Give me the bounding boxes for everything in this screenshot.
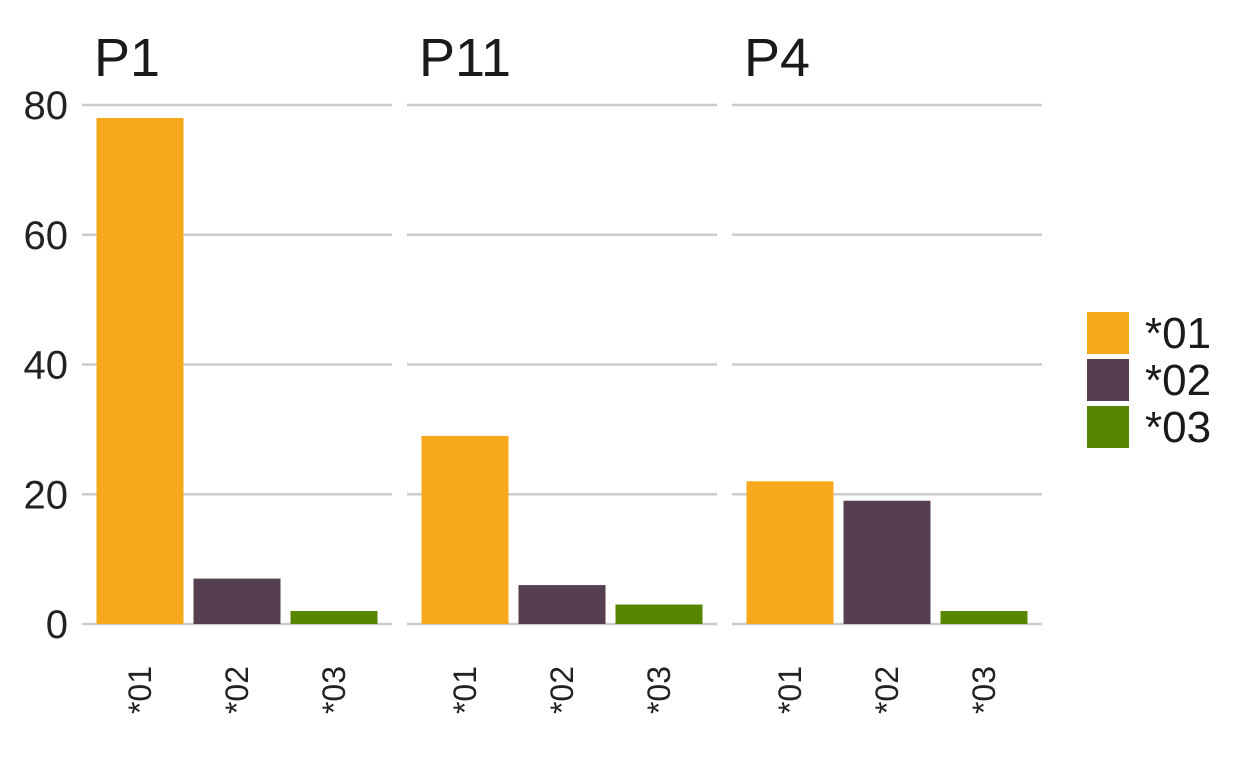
- legend-label: *01: [1145, 309, 1211, 358]
- legend-label: *02: [1145, 356, 1211, 405]
- bar: [843, 500, 931, 624]
- panel-title: P1: [94, 28, 160, 88]
- y-tick-label: 80: [24, 84, 69, 128]
- x-tick-label: *01: [772, 666, 808, 714]
- x-tick-label: *03: [966, 666, 1002, 714]
- x-tick-label: *02: [219, 666, 255, 714]
- y-tick-label: 0: [46, 603, 68, 647]
- x-tick-label: *03: [641, 666, 677, 714]
- legend-label: *03: [1145, 403, 1211, 452]
- legend-swatch: [1087, 406, 1129, 448]
- bar: [96, 117, 184, 624]
- bar: [290, 611, 378, 624]
- x-tick-label: *02: [869, 666, 905, 714]
- panel-title: P4: [744, 28, 810, 88]
- bar: [193, 578, 281, 624]
- x-tick-label: *03: [316, 666, 352, 714]
- y-tick-label: 20: [24, 473, 69, 517]
- y-tick-label: 40: [24, 344, 69, 388]
- x-tick-label: *01: [122, 666, 158, 714]
- legend-swatch: [1087, 359, 1129, 401]
- bar: [615, 604, 703, 624]
- y-tick-label: 60: [24, 214, 69, 258]
- legend-swatch: [1087, 312, 1129, 354]
- bar: [518, 585, 606, 624]
- bar: [940, 611, 1028, 624]
- bar: [421, 435, 509, 624]
- panel-title: P11: [419, 28, 511, 88]
- x-tick-label: *02: [544, 666, 580, 714]
- bar: [746, 481, 834, 624]
- x-tick-label: *01: [447, 666, 483, 714]
